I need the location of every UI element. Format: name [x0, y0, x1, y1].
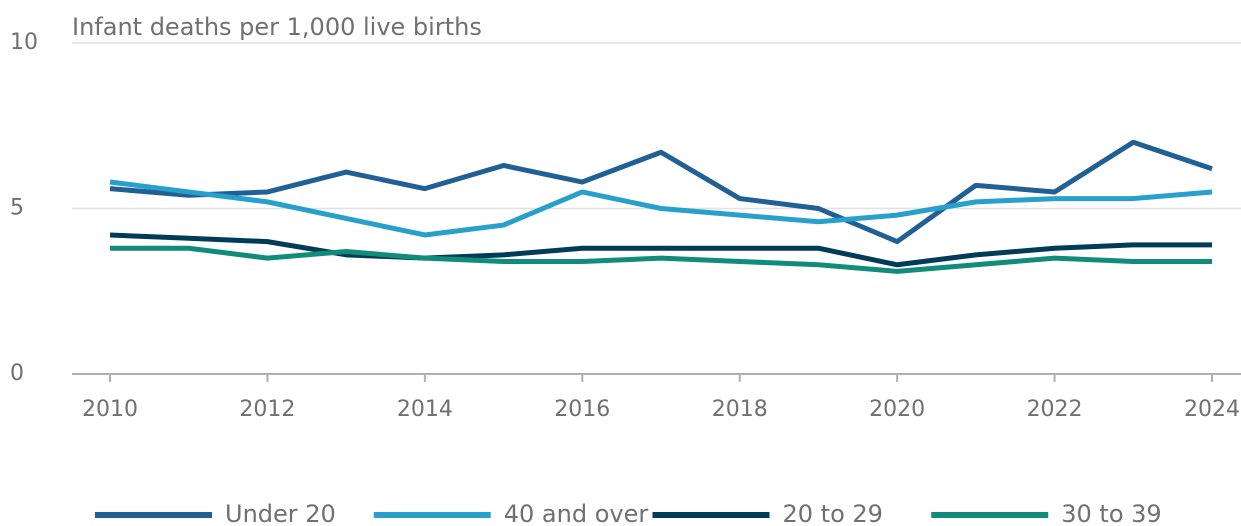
- y-tick-label: 5: [10, 196, 24, 221]
- x-tick-label: 2010: [82, 397, 138, 422]
- line-series: [109, 139, 1213, 245]
- line-series: [110, 245, 1212, 274]
- x-tick-label: 2020: [869, 397, 925, 422]
- x-tick-label: 2016: [554, 397, 610, 422]
- legend-label: 20 to 29: [783, 500, 883, 526]
- x-tick-label: 2014: [397, 397, 453, 422]
- line-series: [109, 232, 1212, 268]
- x-tick-label: 2018: [712, 397, 768, 422]
- legend-label: 30 to 39: [1061, 500, 1161, 526]
- y-tick-label: 0: [10, 361, 24, 386]
- y-axis-title: Infant deaths per 1,000 live births: [72, 13, 482, 41]
- x-tick-label: 2012: [239, 397, 295, 422]
- line-series: [109, 179, 1213, 238]
- x-tick-label: 2024: [1184, 397, 1240, 422]
- y-tick-label: 10: [10, 30, 38, 55]
- x-tick-label: 2022: [1027, 397, 1083, 422]
- legend-label: 40 and over: [504, 500, 649, 526]
- legend-label: Under 20: [225, 500, 336, 526]
